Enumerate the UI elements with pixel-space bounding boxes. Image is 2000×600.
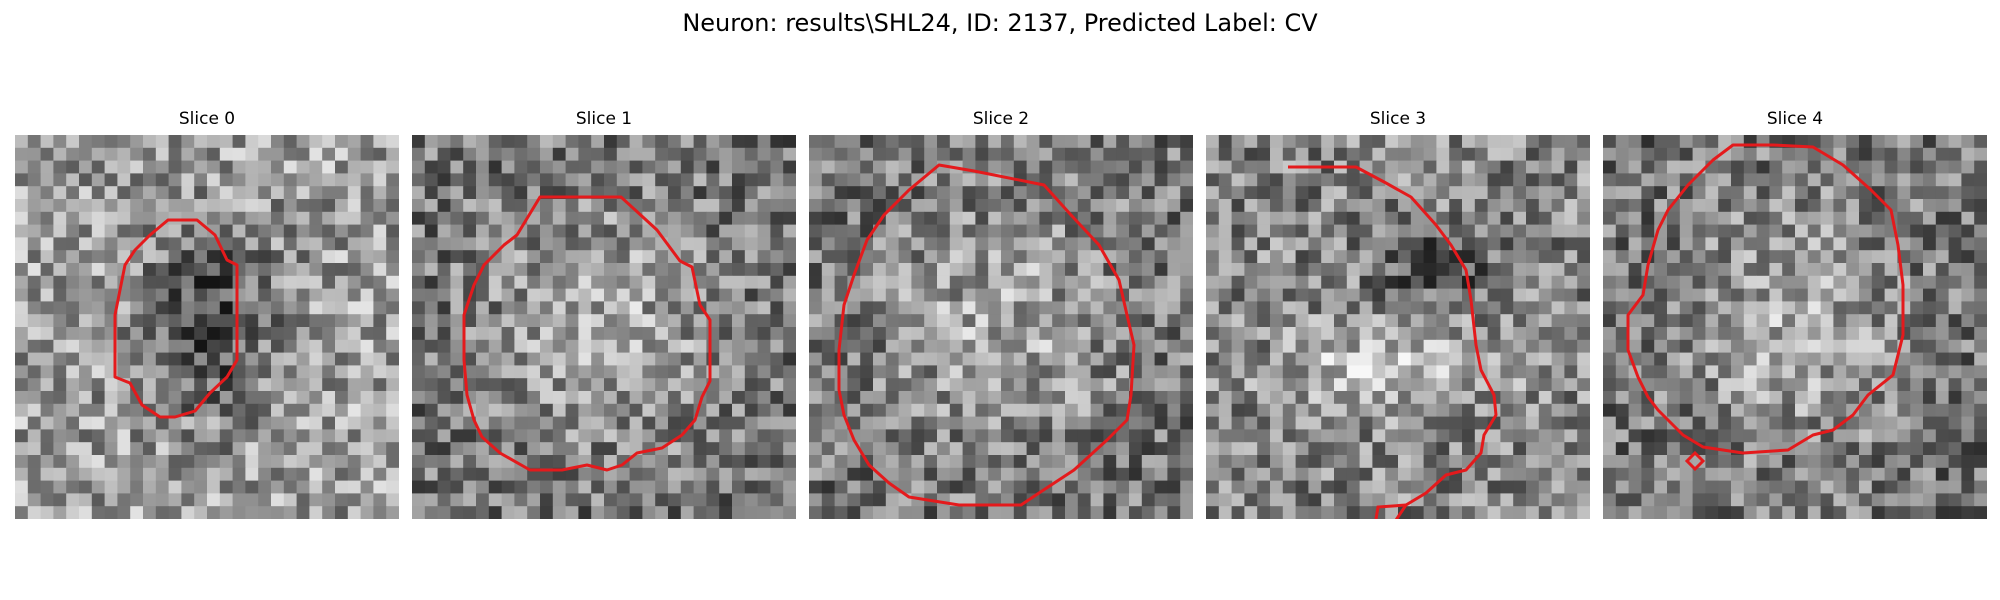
- slice-panel-0: Slice 0: [15, 108, 399, 519]
- slice-image: [15, 135, 399, 519]
- slice-image: [1206, 135, 1590, 519]
- slice-title: Slice 1: [575, 109, 633, 129]
- slice-image: [412, 135, 796, 519]
- segmentation-contour: [462, 195, 712, 472]
- pixel-grid: [412, 135, 796, 519]
- segmentation-contour: [1288, 165, 1498, 519]
- pixel-grid: [1603, 135, 1987, 519]
- segmentation-contour-fragment: [1374, 503, 1407, 519]
- slice-image: [809, 135, 1193, 519]
- segmentation-contour-fragment: [1684, 450, 1706, 472]
- slice-panel-3: Slice 3: [1206, 108, 1590, 519]
- segmentation-contour: [1626, 143, 1905, 455]
- segmentation-contour: [113, 218, 239, 419]
- pixel-grid: [15, 135, 399, 519]
- slice-image: [1603, 135, 1987, 519]
- pixel-grid: [809, 135, 1193, 519]
- slice-title: Slice 4: [1766, 109, 1824, 129]
- slice-title: Slice 3: [1369, 109, 1427, 129]
- slice-title: Slice 0: [178, 109, 236, 129]
- slice-panel-4: Slice 4: [1603, 108, 1987, 519]
- slice-panel-1: Slice 1: [412, 108, 796, 519]
- slice-title: Slice 2: [972, 109, 1030, 129]
- segmentation-contour: [837, 163, 1136, 507]
- slice-panel-2: Slice 2: [809, 108, 1193, 519]
- pixel-grid: [1206, 135, 1590, 519]
- figure-title: Neuron: results\SHL24, ID: 2137, Predict…: [682, 9, 1318, 37]
